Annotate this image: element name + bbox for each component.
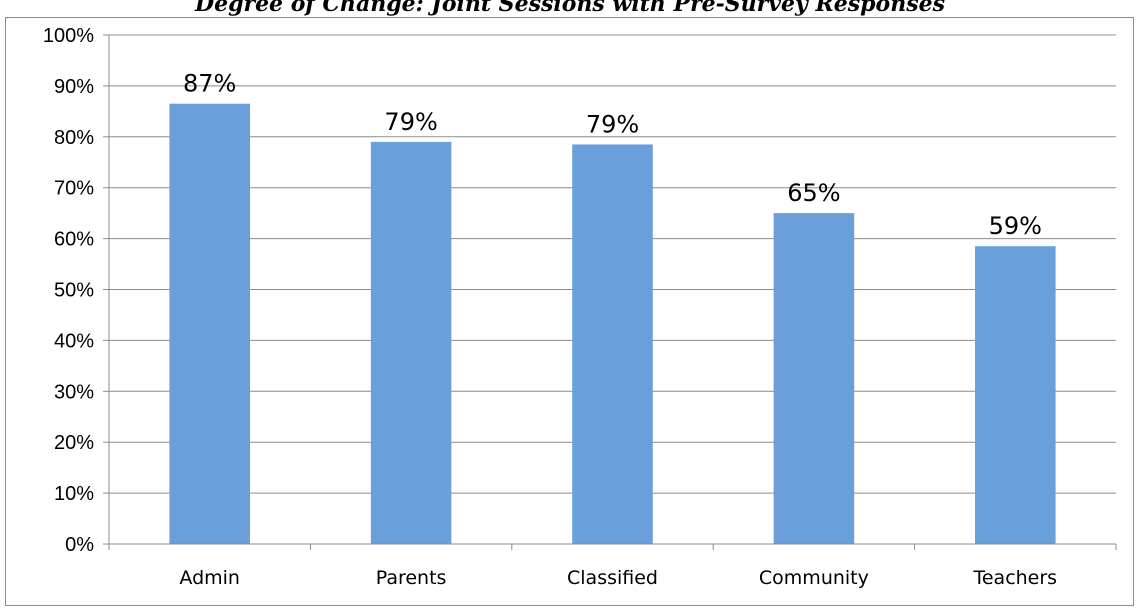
y-tick-label: 50% bbox=[54, 280, 94, 302]
y-tick-label: 80% bbox=[54, 127, 94, 149]
x-tick-label: Parents bbox=[376, 567, 447, 589]
y-tick-label: 60% bbox=[54, 229, 94, 251]
data-label: 59% bbox=[989, 212, 1042, 240]
y-tick-label: 90% bbox=[54, 76, 94, 98]
x-tick-label: Community bbox=[759, 567, 869, 589]
y-tick-label: 70% bbox=[54, 178, 94, 200]
y-tick-label: 40% bbox=[54, 330, 94, 352]
bar-community bbox=[773, 213, 855, 544]
data-label: 87% bbox=[183, 70, 236, 98]
x-tick-label: Admin bbox=[179, 567, 240, 589]
x-tick-label: Teachers bbox=[972, 567, 1057, 589]
y-tick-label: 30% bbox=[54, 381, 94, 403]
y-tick-label: 100% bbox=[43, 25, 94, 47]
bars bbox=[169, 103, 1056, 545]
data-label: 65% bbox=[787, 179, 840, 207]
y-tick-label: 10% bbox=[54, 483, 94, 505]
bar-admin bbox=[169, 103, 250, 544]
chart-frame bbox=[5, 17, 1134, 606]
bar-classified bbox=[572, 144, 653, 544]
bar-parents bbox=[370, 141, 452, 544]
labels: 0% 10% 20% 30% 40% 50% 60% 70% 80% 90% 100% 87% Admi… bbox=[43, 25, 1057, 589]
axes bbox=[103, 34, 1117, 550]
data-label: 79% bbox=[384, 108, 437, 136]
bar-teachers bbox=[975, 246, 1056, 545]
x-tick-label: Classified bbox=[567, 567, 658, 589]
chart-title: Degree of Change: Joint Sessions with Pr… bbox=[195, 0, 945, 17]
data-label: 79% bbox=[586, 110, 639, 138]
y-tick-label: 20% bbox=[54, 432, 94, 454]
y-tick-label: 0% bbox=[65, 534, 94, 556]
